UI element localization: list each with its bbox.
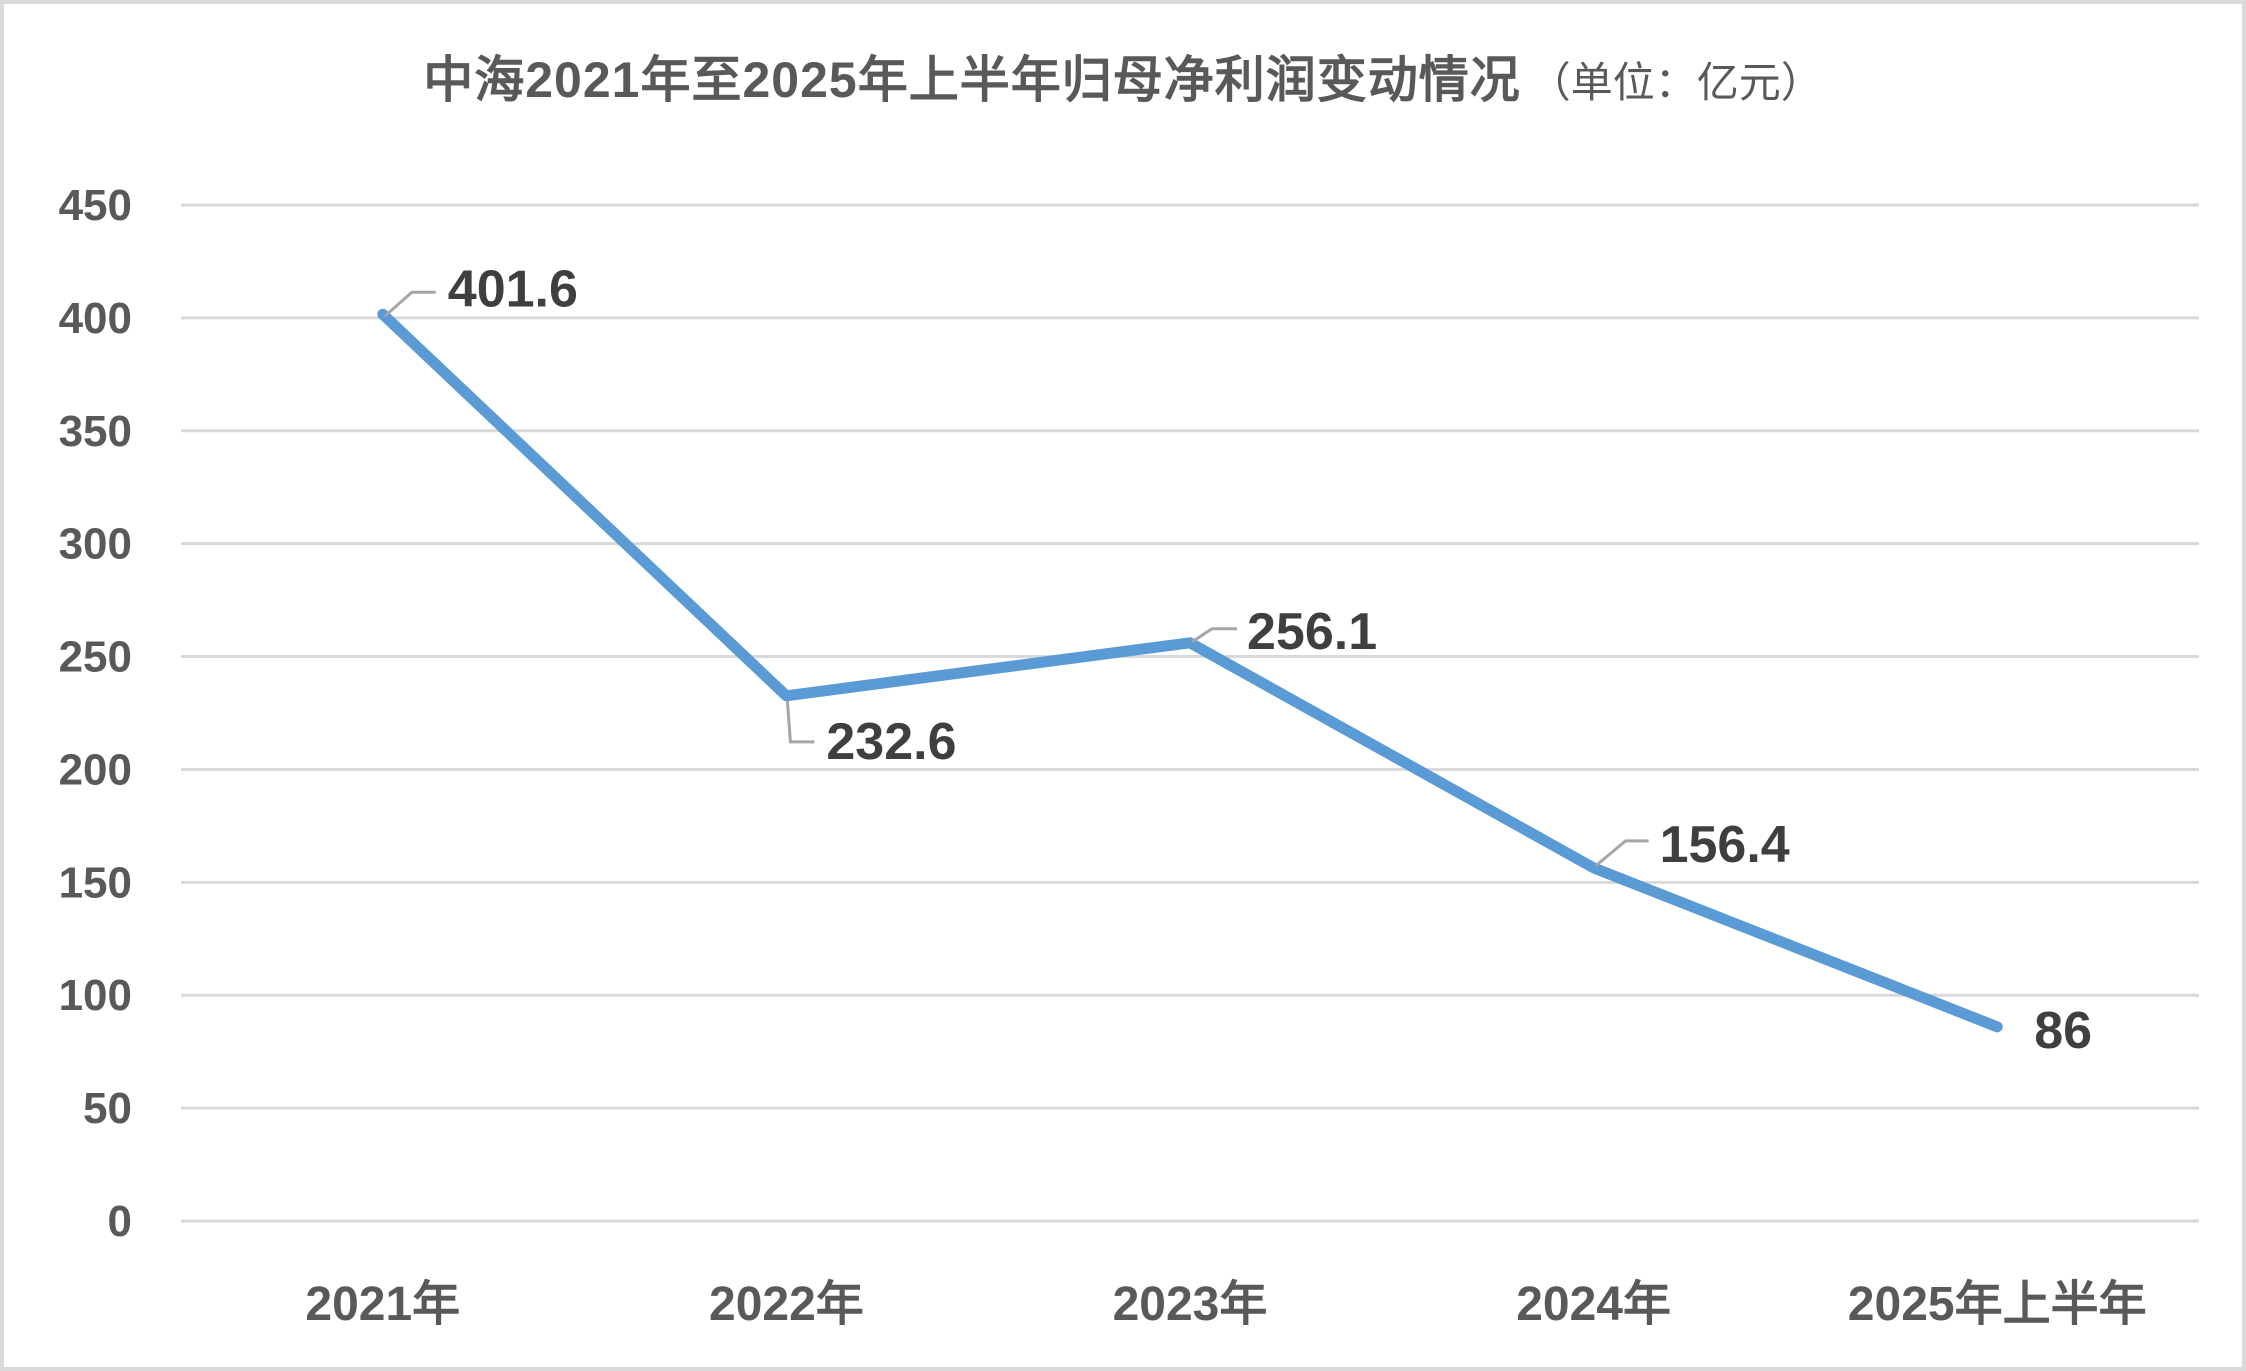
y-axis-tick-label: 450 <box>59 181 132 230</box>
y-axis-tick-label: 400 <box>59 294 132 343</box>
y-axis-tick-label: 350 <box>59 407 132 456</box>
y-axis-tick-label: 0 <box>108 1197 132 1246</box>
data-label: 86 <box>2034 1002 2092 1060</box>
data-label: 156.4 <box>1660 816 1790 874</box>
chart-title: 中海2021年至2025年上半年归母净利润变动情况 （单位：亿元） <box>4 40 2242 112</box>
y-axis-tick-label: 300 <box>59 520 132 569</box>
y-axis-tick-label: 200 <box>59 745 132 794</box>
leader-line <box>383 290 436 318</box>
y-axis-tick-label: 50 <box>83 1084 132 1133</box>
leader-line <box>785 700 815 744</box>
chart-title-text: 中海2021年至2025年上半年归母净利润变动情况 <box>423 52 1521 108</box>
x-axis-label: 2022年 <box>709 1278 864 1331</box>
data-label: 256.1 <box>1247 603 1377 661</box>
x-axis-label: 2025年上半年 <box>1848 1278 2147 1331</box>
leader-line <box>1594 839 1649 868</box>
line-chart: 0 50 100 150 200 250 300 350 400 450 2021年 2022年 202… <box>59 181 2199 1331</box>
y-axis-tick-label: 250 <box>59 633 132 682</box>
x-axis-label: 2024年 <box>1516 1278 1671 1331</box>
x-axis-label: 2023年 <box>1113 1278 1268 1331</box>
leader-line <box>1191 627 1237 644</box>
profit-line <box>377 308 2003 1033</box>
data-label: 401.6 <box>448 260 578 318</box>
chart-title-unit: （单位：亿元） <box>1528 59 1823 106</box>
x-axis-label: 2021年 <box>305 1278 460 1331</box>
y-axis-tick-label: 100 <box>59 971 132 1020</box>
y-axis-tick-label: 150 <box>59 858 132 907</box>
data-label: 232.6 <box>826 713 956 771</box>
